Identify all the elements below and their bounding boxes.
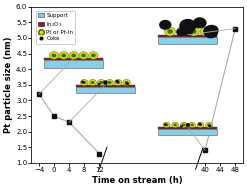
Ellipse shape <box>98 83 101 85</box>
Ellipse shape <box>183 28 193 36</box>
Ellipse shape <box>200 27 211 36</box>
Ellipse shape <box>108 81 111 84</box>
Bar <box>44 60 103 68</box>
Ellipse shape <box>167 29 173 34</box>
Ellipse shape <box>125 81 128 84</box>
Ellipse shape <box>81 53 86 57</box>
Bar <box>44 58 103 60</box>
Ellipse shape <box>182 124 185 126</box>
Point <box>67 121 71 124</box>
Ellipse shape <box>163 122 170 128</box>
Ellipse shape <box>206 122 212 128</box>
Ellipse shape <box>165 27 176 36</box>
Ellipse shape <box>176 28 187 36</box>
Ellipse shape <box>123 79 130 86</box>
Bar <box>158 127 217 129</box>
Ellipse shape <box>191 29 197 34</box>
Ellipse shape <box>82 81 86 84</box>
Ellipse shape <box>186 123 190 126</box>
Ellipse shape <box>97 79 105 86</box>
Ellipse shape <box>115 80 119 83</box>
Ellipse shape <box>91 81 95 84</box>
Ellipse shape <box>179 29 185 34</box>
Ellipse shape <box>106 79 113 86</box>
Ellipse shape <box>203 26 216 36</box>
Bar <box>76 85 135 87</box>
Ellipse shape <box>180 125 183 127</box>
Ellipse shape <box>125 82 129 85</box>
Ellipse shape <box>91 53 96 57</box>
Ellipse shape <box>173 124 177 126</box>
Ellipse shape <box>180 122 187 128</box>
Ellipse shape <box>208 125 211 127</box>
Ellipse shape <box>62 53 66 57</box>
Point <box>97 152 101 155</box>
Ellipse shape <box>69 52 78 59</box>
Ellipse shape <box>159 20 171 30</box>
Legend: Support, In$_2$O$_3$, Pt or Pt-In, Coke: Support, In$_2$O$_3$, Pt or Pt-In, Coke <box>36 11 76 44</box>
Ellipse shape <box>81 81 85 84</box>
Ellipse shape <box>172 122 179 128</box>
Y-axis label: Pt particle size (nm): Pt particle size (nm) <box>4 36 13 133</box>
Ellipse shape <box>116 81 120 84</box>
Ellipse shape <box>204 27 218 38</box>
Ellipse shape <box>199 124 202 126</box>
Ellipse shape <box>103 80 108 84</box>
Point <box>37 93 41 96</box>
Point <box>233 27 237 30</box>
Bar <box>158 35 217 37</box>
Ellipse shape <box>179 19 196 33</box>
Point <box>203 149 207 152</box>
Ellipse shape <box>52 53 56 57</box>
Ellipse shape <box>188 27 199 36</box>
Ellipse shape <box>89 52 98 59</box>
Ellipse shape <box>198 123 202 125</box>
Ellipse shape <box>81 79 88 86</box>
Bar <box>158 37 217 44</box>
Ellipse shape <box>79 52 88 59</box>
Ellipse shape <box>186 125 189 127</box>
Ellipse shape <box>89 79 97 86</box>
Ellipse shape <box>193 17 206 28</box>
Ellipse shape <box>59 52 68 59</box>
Ellipse shape <box>205 25 219 36</box>
Ellipse shape <box>49 52 59 59</box>
Bar <box>76 87 135 93</box>
Point <box>52 115 56 118</box>
Ellipse shape <box>71 53 76 57</box>
Ellipse shape <box>114 79 122 86</box>
Ellipse shape <box>203 29 208 34</box>
Ellipse shape <box>197 122 204 128</box>
Ellipse shape <box>189 122 195 128</box>
Bar <box>158 129 217 135</box>
Ellipse shape <box>99 81 103 84</box>
Ellipse shape <box>176 27 187 36</box>
Ellipse shape <box>165 124 168 126</box>
Ellipse shape <box>207 124 211 126</box>
Ellipse shape <box>190 124 194 126</box>
X-axis label: Time on stream (h): Time on stream (h) <box>92 176 183 185</box>
Ellipse shape <box>164 123 167 126</box>
Ellipse shape <box>104 83 107 85</box>
